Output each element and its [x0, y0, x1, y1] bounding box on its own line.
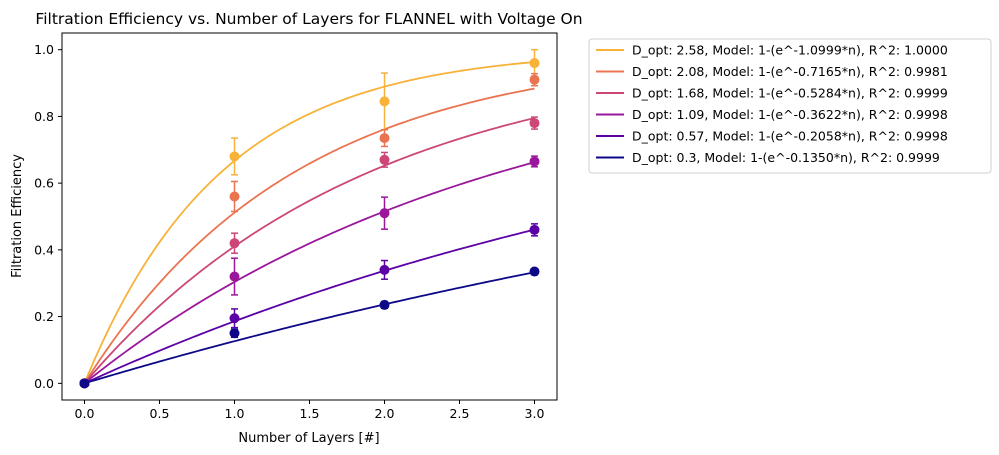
x-tick-label: 1.5 [300, 406, 320, 421]
data-point-1 [529, 74, 540, 85]
x-tick-label: 2.0 [375, 406, 395, 421]
y-axis: 0.0 0.2 0.4 0.6 0.8 1.0 [34, 42, 62, 391]
series-line-2 [83, 117, 535, 384]
series-line-1 [83, 87, 535, 384]
y-tick-label: 0.4 [34, 242, 54, 257]
data-point-0 [229, 151, 240, 162]
data-point-4 [379, 264, 390, 275]
y-tick-label: 1.0 [34, 42, 54, 57]
data-point-2 [529, 118, 540, 129]
data-point-1 [379, 133, 390, 144]
data-point-3 [229, 271, 240, 282]
model-curves [83, 61, 535, 385]
data-point-0 [379, 96, 390, 107]
legend-label-4: D_opt: 0.57, Model: 1-(e^-0.2058*n), R^2… [632, 129, 948, 144]
data-point-0 [529, 58, 540, 69]
data-point-4 [229, 313, 240, 324]
y-tick-label: 0.2 [34, 309, 54, 324]
series-line-4 [84, 228, 535, 385]
data-point-5 [229, 328, 240, 339]
data-point-4 [529, 224, 540, 235]
x-tick-label: 2.5 [450, 406, 470, 421]
data-point-2 [229, 238, 240, 249]
x-tick-label: 0.5 [150, 406, 170, 421]
series-line-3 [83, 161, 535, 385]
error-bars [231, 48, 538, 339]
legend-label-2: D_opt: 1.68, Model: 1-(e^-0.5284*n), R^2… [632, 86, 948, 101]
legend-label-5: D_opt: 0.3, Model: 1-(e^-0.1350*n), R^2:… [632, 150, 940, 165]
series-line-5 [84, 271, 535, 385]
data-point-5 [379, 299, 390, 310]
data-point-2 [379, 154, 390, 165]
data-markers [79, 58, 540, 389]
y-tick-label: 0.6 [34, 176, 54, 191]
legend-frame [588, 38, 992, 174]
plot-area [79, 48, 540, 389]
y-tick-label: 0.8 [34, 109, 54, 124]
y-tick-label: 0.0 [34, 376, 54, 391]
x-tick-label: 3.0 [525, 406, 545, 421]
data-point-5 [529, 266, 540, 277]
data-point-1 [229, 191, 240, 202]
x-tick-label: 0.0 [75, 406, 95, 421]
legend-label-3: D_opt: 1.09, Model: 1-(e^-0.3622*n), R^2… [632, 107, 948, 122]
data-point-5 [79, 378, 90, 389]
legend-label-1: D_opt: 2.08, Model: 1-(e^-0.7165*n), R^2… [632, 64, 948, 79]
data-point-3 [379, 208, 390, 219]
chart-title: Filtration Efficiency vs. Number of Laye… [35, 10, 582, 28]
x-axis: 0.0 0.5 1.0 1.5 2.0 2.5 3.0 [75, 400, 545, 421]
legend: D_opt: 2.58, Model: 1-(e^-1.0999*n), R^2… [588, 38, 992, 174]
y-axis-label: Filtration Efficiency [10, 154, 25, 278]
series-line-0 [83, 61, 535, 384]
x-tick-label: 1.0 [225, 406, 245, 421]
data-point-3 [529, 156, 540, 167]
x-axis-label: Number of Layers [#] [238, 431, 379, 446]
legend-label-0: D_opt: 2.58, Model: 1-(e^-1.0999*n), R^2… [632, 43, 948, 58]
